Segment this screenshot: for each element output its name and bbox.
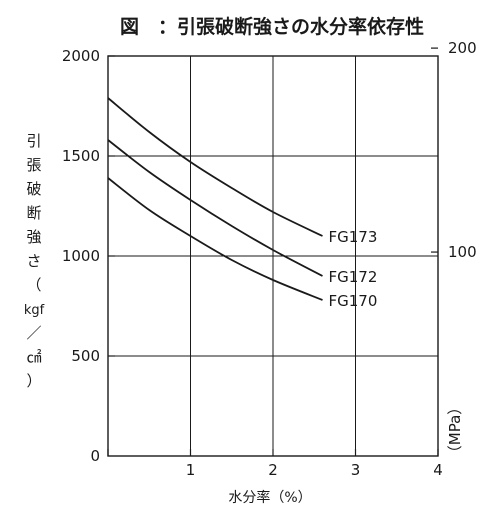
y-tick-label: 2000 xyxy=(62,47,100,65)
series-line-fg172 xyxy=(107,139,323,277)
series-lines: FG173 FG172 FG170 xyxy=(107,97,378,310)
y-axis-label-char: 張 xyxy=(26,156,41,174)
series-label-fg173: FG173 xyxy=(329,228,378,246)
y-axis-label-char: （ xyxy=(26,276,41,294)
y-tick-label: 1000 xyxy=(62,247,100,265)
y-axis-label-char: ） xyxy=(26,372,41,390)
series-line-fg170 xyxy=(107,177,323,301)
y2-tick-label: 100 xyxy=(448,243,477,261)
series-label-fg170: FG170 xyxy=(329,292,378,310)
y-axis-label-char: さ xyxy=(26,252,41,270)
x-tick-label: 2 xyxy=(268,461,278,479)
y-tick-label: 1500 xyxy=(62,147,100,165)
axis-labels: 引張破断強さ （ kgf ／ ㎠ ） （MPa） xyxy=(24,132,464,460)
y-axis-label-char: ㎠ xyxy=(26,348,41,366)
series-label-fg172: FG172 xyxy=(329,268,378,286)
chart-title: 図 ：引張破断強さの水分率依存性 xyxy=(120,15,424,38)
x-tick-label: 4 xyxy=(433,461,443,479)
x-axis-label: 水分率（%） xyxy=(228,489,311,506)
y2-axis-label: （MPa） xyxy=(446,400,464,461)
y2-tick-label: 200 xyxy=(448,39,477,57)
y-tick-label: 0 xyxy=(90,447,100,465)
y-tick-label: 500 xyxy=(71,347,100,365)
grid xyxy=(108,55,438,456)
x-tick-label: 3 xyxy=(351,461,361,479)
y-axis-label-char: 強 xyxy=(26,228,41,246)
y-axis-label-char: ／ xyxy=(26,324,41,342)
y-axis-label-char: 破 xyxy=(26,180,41,198)
x-tick-label: 1 xyxy=(186,461,196,479)
axes: 500 1000 1500 2000 0 1 2 3 4 100 200 xyxy=(62,39,477,479)
y-axis-label-char: kgf xyxy=(24,303,45,318)
y-axis-label-char: 引 xyxy=(26,132,41,150)
y-axis-label-char: 断 xyxy=(26,204,41,222)
series-line-fg173 xyxy=(107,97,323,237)
